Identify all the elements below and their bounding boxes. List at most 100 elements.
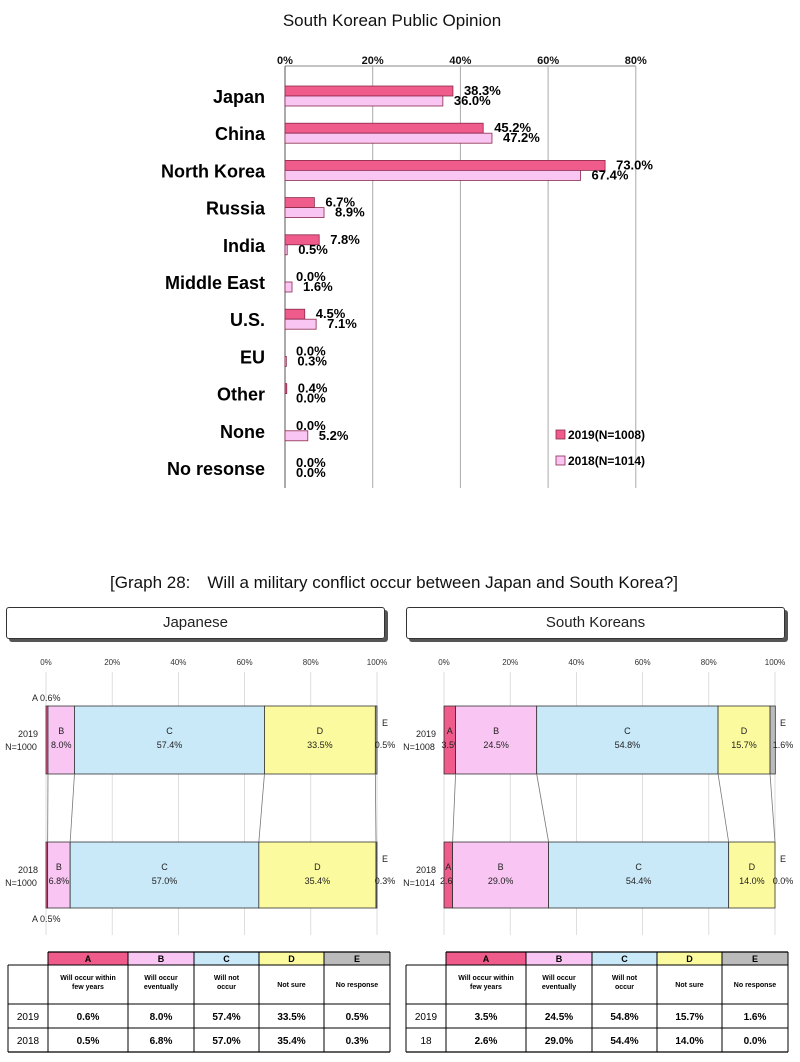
cell-value: 8.0% — [150, 1012, 173, 1023]
segment-D — [717, 705, 771, 775]
header-text: Will not occur — [214, 975, 240, 991]
segment-letter: E — [382, 718, 388, 728]
connector-line — [717, 773, 730, 843]
data-label: 0.0% — [296, 465, 326, 480]
cell-value: 54.4% — [610, 1036, 638, 1047]
header-text: Will occur eventually — [542, 975, 576, 991]
bar-2018 — [284, 281, 293, 293]
segment-letter: C — [624, 726, 631, 736]
category-label: Other — [217, 385, 265, 405]
cell-value: 0.3% — [346, 1036, 369, 1047]
segment-value: 33.5% — [307, 740, 333, 750]
segment-C — [69, 841, 260, 909]
segment-B — [455, 705, 538, 775]
bar-2019 — [284, 159, 606, 171]
segment-letter: C — [635, 862, 642, 872]
segment-value: 54.4% — [626, 876, 652, 886]
cell-value: 1.6% — [744, 1012, 767, 1023]
segment-value: 54.8% — [615, 740, 641, 750]
segment-value: 35.4% — [305, 876, 331, 886]
header-text: Will occur eventually — [144, 975, 178, 991]
chart1-title: South Korean Public Opinion — [283, 11, 501, 30]
bar-2018 — [284, 207, 325, 219]
tick-label: 80% — [701, 658, 717, 667]
segment-value: 3.5% — [442, 740, 463, 750]
legend-label: 2018(N=1014) — [568, 454, 645, 468]
row-year: 2019 — [415, 1012, 438, 1023]
data-label: 7.1% — [327, 316, 357, 331]
cell-value: 15.7% — [675, 1012, 703, 1023]
header-letter: A — [483, 954, 490, 964]
data-table: A Will occur within few years 3.5% 2.6% B Will… — [405, 951, 789, 1053]
segment-value: 29.0% — [488, 876, 514, 886]
bar-2018 — [284, 244, 288, 256]
segment-E — [769, 705, 776, 775]
row-year: 2019 — [17, 1012, 40, 1023]
header-text: Not sure — [675, 982, 704, 989]
segment-C — [536, 705, 719, 775]
cell-value: 0.5% — [77, 1036, 100, 1047]
legend-label: 2019(N=1008) — [568, 428, 645, 442]
tick-label: 20% — [502, 658, 518, 667]
tick-label: 20% — [104, 658, 120, 667]
header-color-A — [48, 952, 128, 965]
segment-value: 14.0% — [739, 876, 765, 886]
data-label: 38.3% — [464, 83, 501, 98]
data-table: A Will occur within few years 0.6% 0.5% B Will… — [7, 951, 391, 1053]
bar-2019 — [284, 383, 288, 395]
row-year: 2019 — [18, 729, 38, 739]
row-n: N=1008 — [403, 742, 435, 752]
x-tick-label: 0% — [277, 55, 293, 67]
segment-E — [374, 705, 378, 775]
bar-2018 — [284, 318, 317, 330]
data-label: 7.8% — [330, 232, 360, 247]
header-color-D — [259, 952, 324, 965]
segment-letter: D — [317, 726, 324, 736]
japanese-panel-title: Japanese — [162, 614, 229, 631]
segment-letter: B — [493, 726, 499, 736]
header-color-E — [324, 952, 390, 965]
row-year: 2018 — [416, 865, 436, 875]
segment-letter: C — [161, 862, 168, 872]
header-color-B — [526, 952, 592, 965]
header-letter: E — [354, 954, 360, 964]
data-label: 0.0% — [296, 455, 326, 470]
category-label: Middle East — [165, 273, 265, 293]
opinion-chart: South Korean Public Opinion 0% 20% 40% 60% 80… — [161, 11, 653, 488]
tick-label: 80% — [303, 658, 319, 667]
category-label: EU — [240, 347, 265, 367]
cell-value: 33.5% — [277, 1012, 305, 1023]
segment-value: 2.6% — [440, 876, 461, 886]
data-label: 0.0% — [296, 391, 326, 406]
data-label: 47.2% — [503, 130, 540, 145]
segment-letter: E — [780, 718, 786, 728]
tick-label: 60% — [237, 658, 253, 667]
segment-value: 1.6% — [773, 740, 794, 750]
header-letter: D — [686, 954, 693, 964]
connector-line — [452, 773, 456, 843]
segment-C — [548, 841, 730, 909]
category-label: Russia — [206, 199, 266, 219]
bar-2018 — [284, 355, 287, 367]
row-year: 2018 — [18, 865, 38, 875]
header-letter: C — [223, 954, 230, 964]
header-color-D — [657, 952, 722, 965]
cell-value: 57.4% — [212, 1012, 240, 1023]
bar-2019 — [284, 85, 454, 97]
data-label: 0.5% — [298, 242, 328, 257]
data-label: 4.5% — [316, 306, 346, 321]
category-label: None — [220, 422, 265, 442]
segment-value: 24.5% — [483, 740, 509, 750]
segment-value: 0.5% — [375, 740, 396, 750]
segment-value: 57.4% — [157, 740, 183, 750]
cell-value: 35.4% — [277, 1036, 305, 1047]
header-color-B — [128, 952, 194, 965]
data-label: 1.6% — [303, 279, 333, 294]
tick-label: 0% — [40, 658, 52, 667]
segment-B — [47, 841, 71, 909]
category-label: Japan — [213, 87, 265, 107]
legend-swatch — [555, 455, 566, 466]
header-letter: D — [288, 954, 295, 964]
